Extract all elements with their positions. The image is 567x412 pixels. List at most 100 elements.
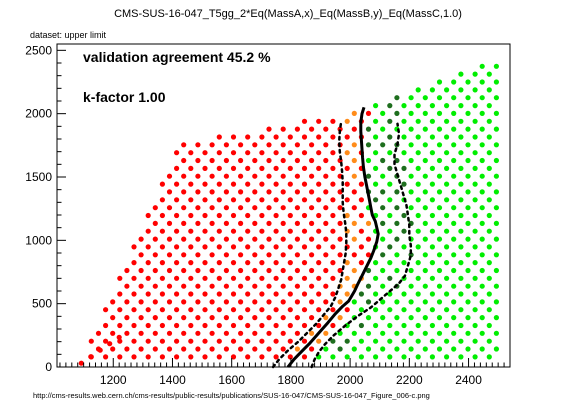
data-point-excluded (188, 275, 194, 281)
data-point-excluded (245, 307, 251, 313)
data-point-allowed (465, 283, 471, 289)
data-point-allowed (429, 165, 435, 171)
data-point-excluded (358, 260, 364, 266)
data-point-excluded (287, 197, 293, 203)
data-point-allowed (479, 63, 485, 69)
data-point-disagree-allowed (358, 322, 364, 329)
data-point-excluded (152, 220, 158, 226)
data-point-excluded (223, 157, 229, 164)
data-point-excluded (202, 260, 208, 266)
data-point-allowed (458, 228, 464, 234)
data-point-excluded (216, 322, 222, 329)
data-point-allowed (380, 267, 386, 274)
data-point-excluded (287, 275, 293, 281)
data-point-excluded (223, 142, 229, 148)
data-point-excluded (124, 346, 130, 352)
data-point-allowed (444, 244, 450, 250)
data-point-allowed (458, 212, 464, 219)
data-point-allowed (486, 307, 492, 313)
y-tick-label: 500 (32, 297, 52, 311)
data-point-excluded (337, 205, 343, 211)
data-point-excluded (124, 283, 130, 289)
data-point-allowed (344, 354, 350, 360)
data-point-allowed (458, 87, 464, 93)
data-point-excluded (131, 307, 137, 313)
data-point-excluded (238, 346, 244, 352)
data-point-allowed (436, 205, 443, 211)
data-point-allowed (394, 299, 400, 305)
data-point-allowed (401, 260, 407, 266)
data-point-excluded (88, 354, 94, 360)
data-point-excluded (280, 142, 286, 148)
data-point-allowed (415, 197, 421, 203)
data-point-excluded (152, 236, 158, 242)
data-point-excluded (188, 150, 194, 156)
data-point-allowed (444, 275, 450, 281)
data-point-excluded (174, 165, 180, 171)
data-point-excluded (230, 338, 237, 344)
data-point-disagree-allowed (394, 95, 400, 101)
data-point-allowed (436, 79, 443, 85)
data-point-disagree-allowed (387, 275, 393, 281)
data-point-allowed (436, 252, 443, 258)
data-point-allowed (444, 197, 450, 203)
data-point-excluded (145, 338, 151, 344)
data-point-excluded (216, 150, 222, 156)
data-point-allowed (472, 228, 478, 234)
data-point-allowed (493, 63, 499, 69)
data-point-excluded (365, 252, 372, 258)
data-point-excluded (159, 307, 165, 313)
data-point-excluded (294, 173, 300, 179)
data-point-excluded (301, 291, 308, 297)
data-point-allowed (415, 322, 421, 329)
data-point-allowed (380, 173, 386, 179)
data-point-disagree-excluded (309, 330, 315, 336)
data-point-allowed (429, 181, 435, 187)
data-point-allowed (436, 95, 443, 101)
data-point-disagree-allowed (365, 267, 372, 274)
data-point-excluded (209, 283, 215, 289)
data-point-excluded (188, 181, 194, 187)
data-point-excluded (181, 315, 187, 321)
data-point-allowed (415, 260, 421, 266)
data-point-excluded (301, 338, 308, 344)
data-point-excluded (301, 212, 308, 219)
data-point-allowed (472, 197, 478, 203)
data-point-allowed (429, 103, 435, 109)
data-point-excluded (138, 236, 144, 242)
data-point-allowed (486, 181, 492, 187)
x-tick-label: 2200 (396, 373, 423, 387)
data-point-excluded (280, 346, 286, 352)
data-point-excluded (266, 299, 272, 305)
data-point-allowed (408, 315, 414, 321)
data-point-allowed (451, 315, 457, 321)
data-point-excluded (330, 197, 336, 203)
data-point-disagree-allowed (344, 338, 350, 344)
data-point-excluded (166, 205, 173, 211)
data-point-allowed (451, 283, 457, 289)
data-point-excluded (223, 346, 229, 352)
data-point-excluded (174, 291, 180, 297)
data-point-allowed (458, 307, 464, 313)
y-tick-label: 0 (45, 360, 52, 374)
data-point-excluded (223, 189, 229, 195)
data-point-excluded (117, 322, 123, 329)
data-point-excluded (301, 307, 308, 313)
data-point-allowed (415, 150, 421, 156)
data-point-excluded (273, 134, 279, 140)
data-point-excluded (273, 291, 279, 297)
data-point-excluded (309, 346, 315, 352)
data-point-excluded (238, 315, 244, 321)
data-point-allowed (408, 189, 414, 195)
data-point-excluded (223, 173, 229, 179)
data-point-allowed (365, 157, 372, 164)
data-point-allowed (451, 236, 457, 242)
data-point-allowed (408, 283, 414, 289)
data-point-excluded (117, 307, 123, 313)
data-point-excluded (259, 134, 265, 140)
data-point-excluded (131, 322, 137, 329)
data-point-allowed (486, 118, 492, 124)
data-point-allowed (422, 283, 428, 289)
data-point-excluded (152, 346, 158, 352)
data-point-excluded (181, 189, 187, 195)
